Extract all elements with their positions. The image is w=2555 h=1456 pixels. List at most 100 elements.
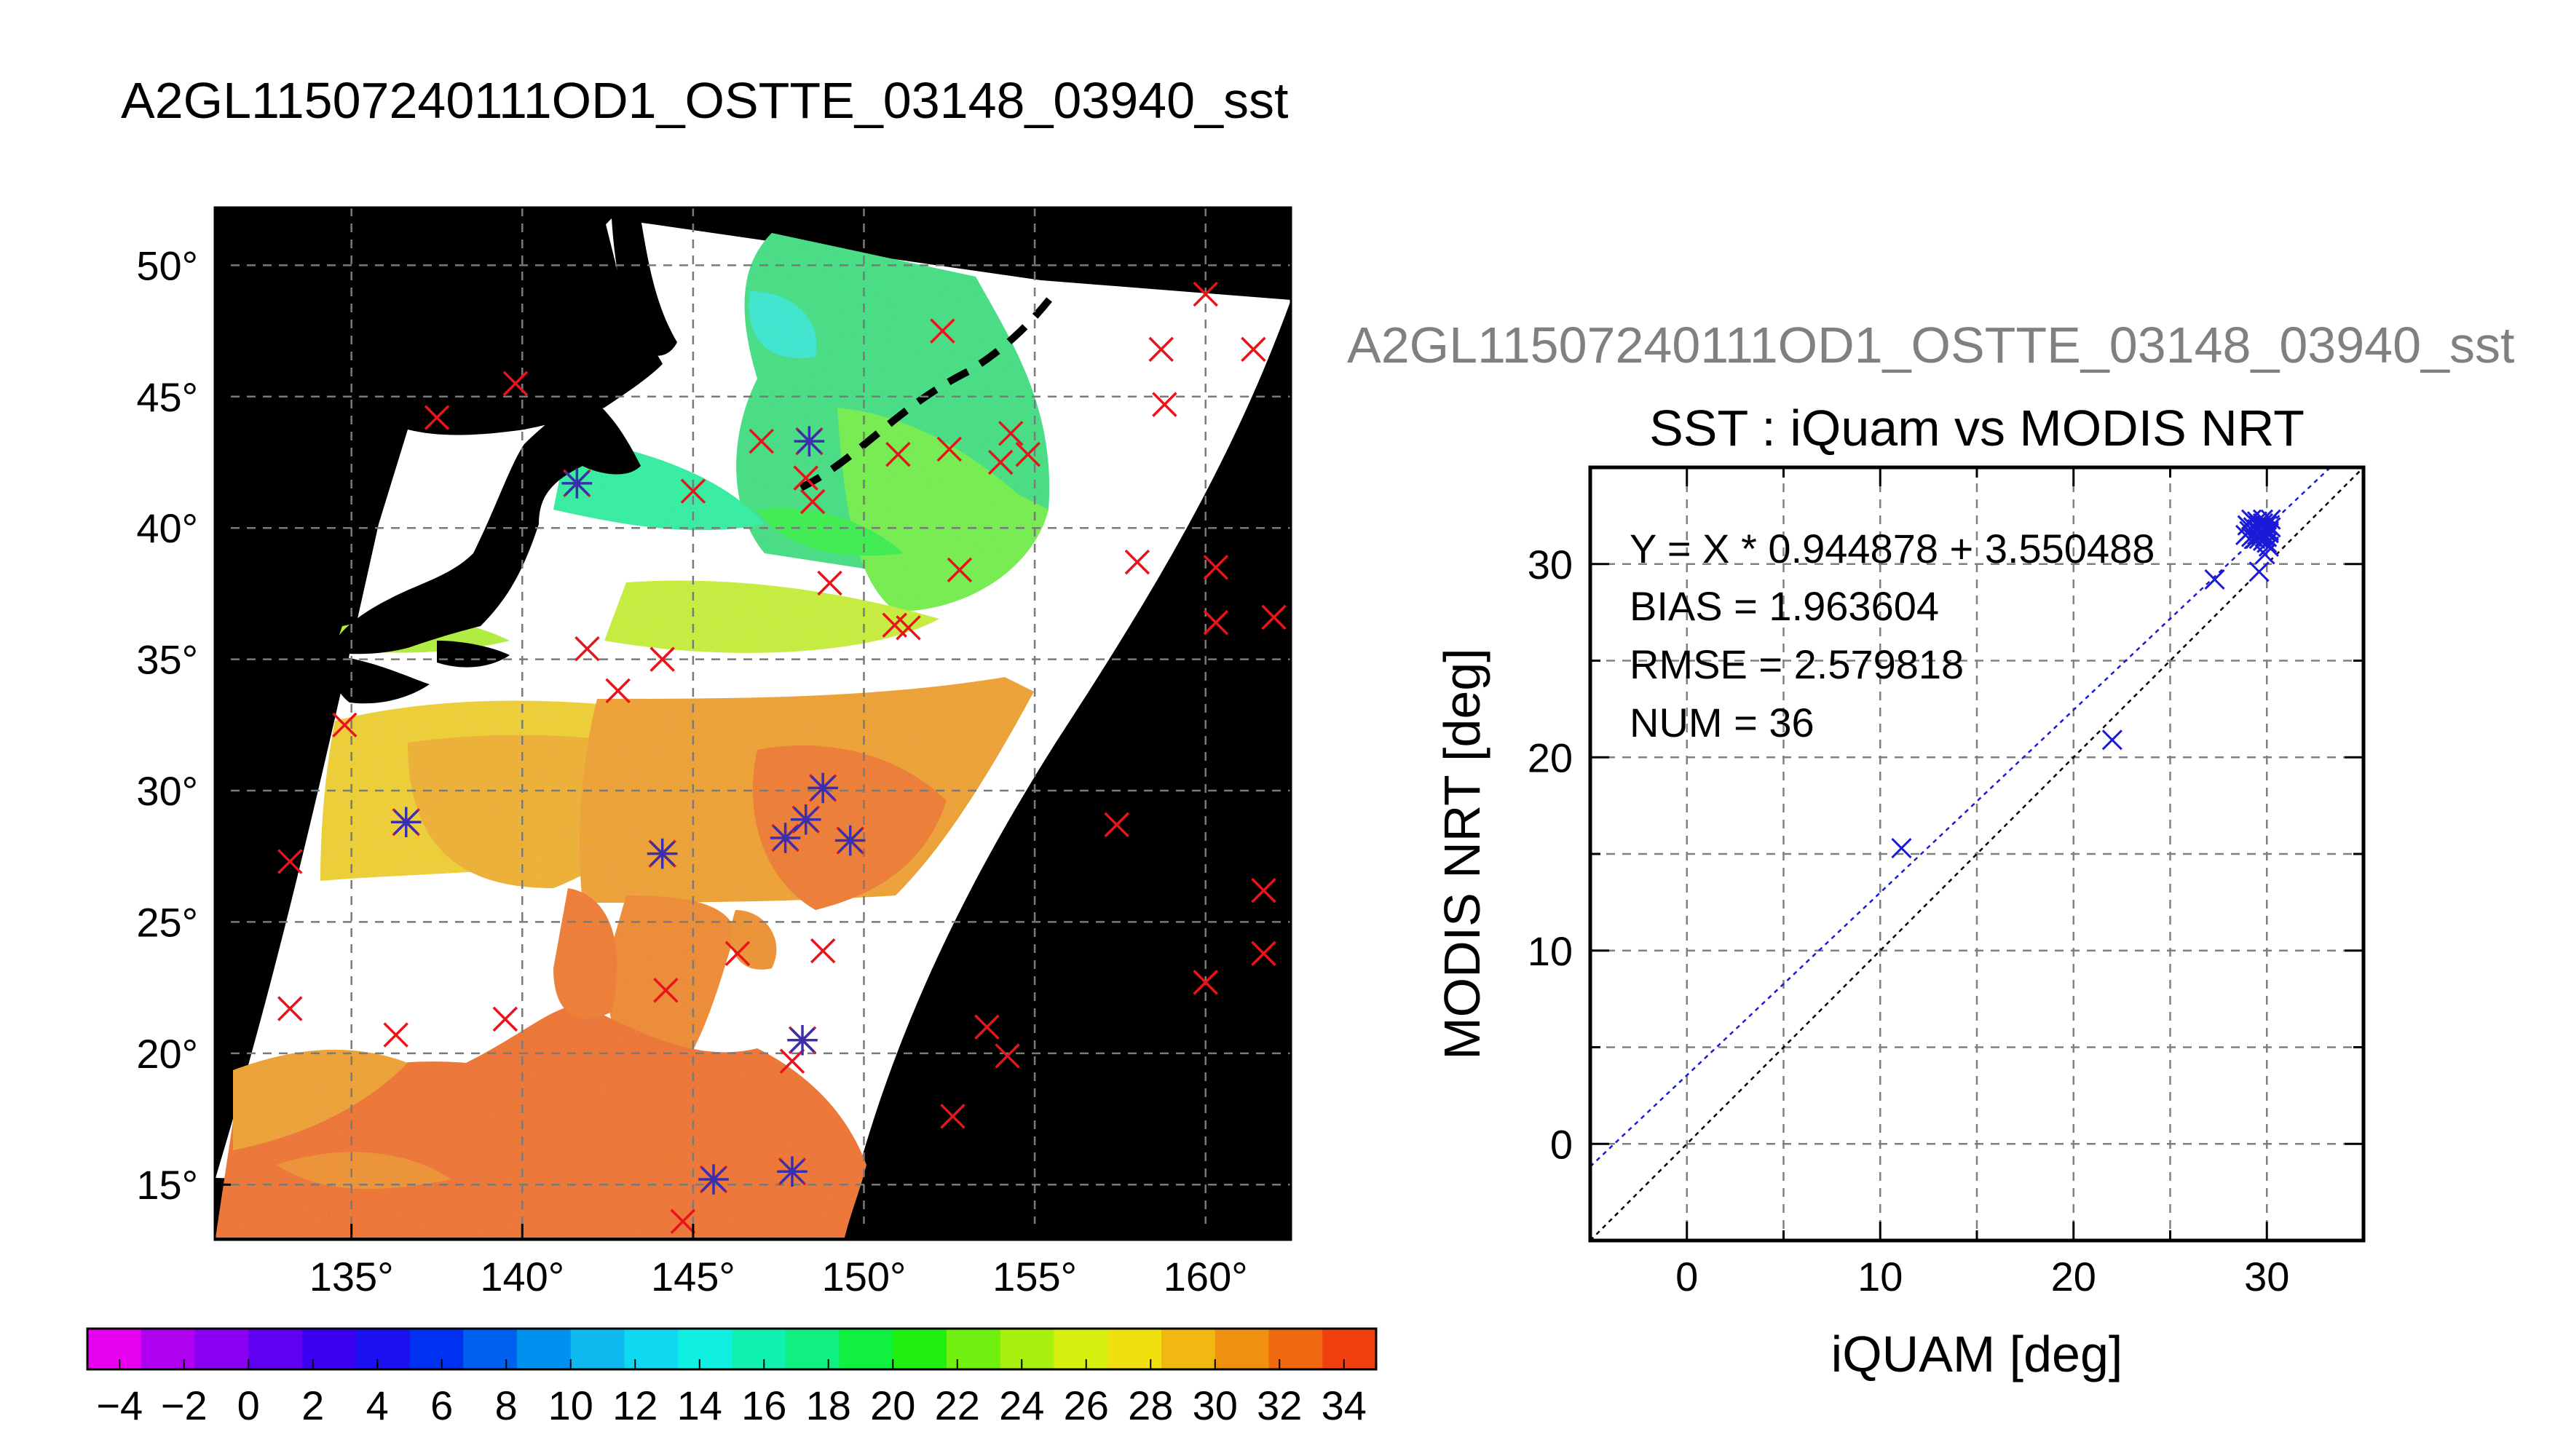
colorbar-segment: [1000, 1329, 1054, 1369]
matched-marker: [698, 1164, 729, 1195]
iquam-only-marker-stroke: [649, 646, 675, 672]
colorbar-tick-label: 24: [999, 1382, 1044, 1428]
iquam-only-marker-stroke: [1148, 336, 1174, 363]
iquam-only-marker: [799, 488, 826, 515]
scatter-point-stroke: [2240, 526, 2262, 547]
iquam-only-marker-stroke: [653, 977, 679, 1003]
identity-line: [1590, 467, 2364, 1241]
map-lon-tick-label: 145°: [651, 1254, 735, 1299]
page-title: A2GL11507240111OD1_OSTTE_03148_03940_sst: [121, 72, 1288, 129]
matched-marker: [790, 804, 821, 835]
colorbar-tick-label: 8: [495, 1382, 518, 1428]
scatter-point: [2248, 561, 2270, 582]
matched-marker: [834, 825, 866, 856]
iquam-only-marker: [1251, 941, 1276, 966]
iquam-only-marker-stroke: [817, 570, 842, 596]
iquam-only-marker: [332, 712, 358, 738]
colorbar-segment: [1322, 1329, 1377, 1369]
matched-marker: [794, 426, 825, 456]
scatter-x-tick-label: 30: [2244, 1254, 2289, 1299]
iquam-only-marker: [1124, 549, 1150, 575]
iquam-only-marker: [724, 941, 751, 966]
colorbar-segment: [355, 1329, 410, 1369]
iquam-only-marker: [1193, 281, 1218, 307]
colorbar-segment: [785, 1329, 840, 1369]
colorbar-tick-label: 2: [301, 1382, 324, 1428]
iquam-only-marker: [605, 678, 631, 704]
iquam-only-marker-stroke: [670, 1208, 696, 1234]
colorbar-tick-label: −2: [161, 1382, 208, 1428]
iquam-only-marker-stroke: [277, 849, 303, 874]
iquam-only-marker-stroke: [947, 557, 973, 583]
iquam-only-marker: [1261, 604, 1287, 630]
scatter-point-stroke: [2248, 561, 2270, 582]
map-lon-tick-label: 140°: [480, 1254, 564, 1299]
iquam-only-marker-stroke: [987, 449, 1014, 475]
map-lat-tick-label: 25°: [136, 899, 198, 945]
bias-text: BIAS = 1.963604: [1630, 583, 1939, 629]
colorbar-segment: [570, 1329, 625, 1369]
colorbar-tick-label: 4: [366, 1382, 389, 1428]
matched-marker: [647, 838, 678, 869]
colorbar-segment: [194, 1329, 249, 1369]
colorbar-segment: [893, 1329, 947, 1369]
colorbar-segment: [517, 1329, 572, 1369]
colorbar-tick-label: 26: [1064, 1382, 1109, 1428]
colorbar-segment: [141, 1329, 195, 1369]
iquam-only-marker: [277, 849, 303, 874]
iquam-only-marker: [1015, 441, 1040, 467]
iquam-only-marker: [940, 1104, 965, 1129]
scatter-point-stroke: [2101, 729, 2122, 751]
colorbar-segment: [839, 1329, 893, 1369]
scatter-point: [2204, 569, 2225, 590]
iquam-only-marker: [1251, 877, 1276, 903]
map-lon-tick-label: 150°: [822, 1254, 907, 1299]
iquam-only-marker: [649, 646, 675, 672]
iquam-only-marker: [1203, 609, 1229, 636]
scatter-ylabel: MODIS NRT [deg]: [1434, 648, 1490, 1059]
iquam-only-marker-stroke: [574, 636, 600, 662]
iquam-only-marker: [810, 938, 836, 964]
iquam-only-marker: [574, 636, 600, 662]
rmse-text: RMSE = 2.579818: [1630, 641, 1964, 687]
cloud-streak: [799, 288, 1059, 491]
scatter-point-stroke: [2256, 526, 2278, 547]
scatter-point-stroke: [2239, 521, 2260, 542]
colorbar-tick-label: 30: [1193, 1382, 1238, 1428]
colorbar-segment: [1268, 1329, 1323, 1369]
scatter-point-stroke: [2252, 518, 2274, 540]
sst-map: [215, 207, 1291, 1240]
colorbar-tick-label: 12: [612, 1382, 657, 1428]
map-lat-tick-label: 40°: [136, 505, 198, 551]
colorbar-segment: [947, 1329, 1001, 1369]
map-lat-tick-label: 20°: [136, 1031, 198, 1077]
iquam-only-marker-stroke: [998, 421, 1024, 446]
colorbar-tick-label: 14: [677, 1382, 722, 1428]
colorbar-tick-label: 34: [1322, 1382, 1367, 1428]
matched-marker: [787, 1024, 818, 1056]
iquam-only-marker-stroke: [1203, 609, 1229, 636]
iquam-only-marker: [1241, 336, 1266, 363]
matched-marker: [390, 807, 422, 838]
iquam-only-marker: [995, 1043, 1020, 1069]
iquam-only-marker-stroke: [885, 441, 911, 467]
scatter-point-stroke: [2204, 569, 2225, 590]
stats-box: Y = X * 0.944878 + 3.550488 BIAS = 1.963…: [1630, 526, 2155, 745]
fit-equation: Y = X * 0.944878 + 3.550488: [1630, 526, 2155, 571]
iquam-only-marker: [1148, 336, 1174, 363]
iquam-only-marker: [1104, 812, 1129, 838]
colorbar-segment: [248, 1329, 303, 1369]
iquam-only-marker: [653, 977, 679, 1003]
scatter-point: [2252, 518, 2274, 540]
colorbar-tick-label: −4: [96, 1382, 143, 1428]
iquam-only-marker: [1152, 392, 1177, 417]
colorbar-segment: [1054, 1329, 1108, 1369]
iquam-only-marker: [947, 557, 973, 583]
iquam-only-marker-stroke: [492, 1006, 518, 1032]
iquam-only-marker-stroke: [1015, 441, 1040, 467]
colorbar-tick-label: 32: [1257, 1382, 1302, 1428]
iquam-only-marker-stroke: [1193, 970, 1218, 995]
iquam-only-marker-stroke: [896, 615, 921, 641]
map-lat-tick-label: 35°: [136, 637, 198, 683]
scatter-y-tick-label: 20: [1528, 735, 1573, 780]
